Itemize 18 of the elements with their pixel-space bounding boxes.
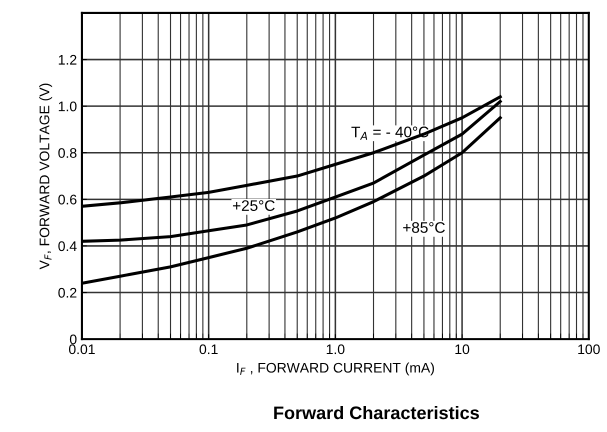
x-tick-label: 1.0 xyxy=(326,344,344,354)
y-tick-label: 1.2 xyxy=(58,54,76,65)
y-tick-label: 0.4 xyxy=(58,241,77,252)
text: +85°C xyxy=(403,222,445,233)
y-tick-label: 0.6 xyxy=(58,194,76,205)
x-axis-title: I$_{F}$ , FORWARD CURRENT (mA) xyxy=(237,362,434,376)
x-tick-label: 0.1 xyxy=(200,344,218,354)
x-tick-label: 100 xyxy=(578,344,600,354)
series-label: +25°C xyxy=(232,200,275,212)
y-tick-label: 0.8 xyxy=(58,148,76,158)
series-label: T$_{A}$ = - 40°C xyxy=(351,126,429,140)
y-tick-label: 1.0 xyxy=(58,101,77,112)
x-tick-label: 0.01 xyxy=(68,344,95,354)
y-axis-title: V$_{F}$, FORWARD VOLTAGE (V) xyxy=(39,84,52,270)
y-tick-label: 0.2 xyxy=(58,288,76,298)
y-tick-label: 0 xyxy=(70,334,77,344)
text: Forward Characteristics xyxy=(274,406,479,420)
x-tick-label: 10 xyxy=(455,344,470,354)
